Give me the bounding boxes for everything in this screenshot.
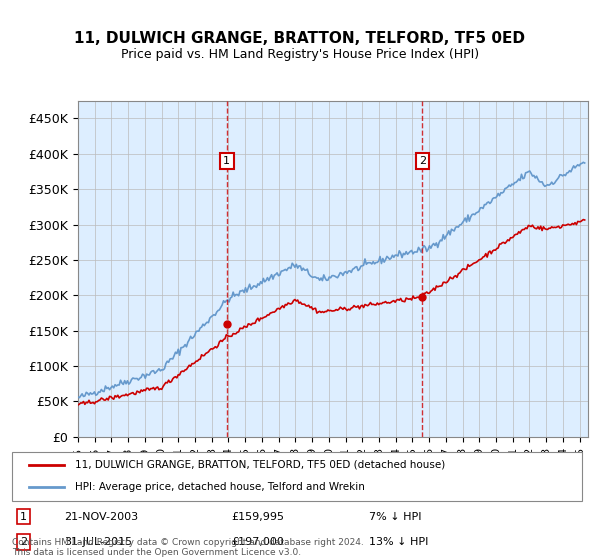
- Point: [222, 319, 232, 328]
- Text: Price paid vs. HM Land Registry's House Price Index (HPI): Price paid vs. HM Land Registry's House …: [121, 48, 479, 60]
- Point: [418, 293, 427, 302]
- Text: 13% ↓ HPI: 13% ↓ HPI: [369, 537, 428, 547]
- Text: 11, DULWICH GRANGE, BRATTON, TELFORD, TF5 0ED (detached house): 11, DULWICH GRANGE, BRATTON, TELFORD, TF…: [76, 460, 446, 470]
- Text: 1: 1: [20, 512, 27, 521]
- FancyBboxPatch shape: [12, 452, 582, 501]
- Text: £197,000: £197,000: [231, 537, 284, 547]
- Text: 1: 1: [223, 156, 230, 166]
- Text: 2: 2: [419, 156, 426, 166]
- Text: Contains HM Land Registry data © Crown copyright and database right 2024.
This d: Contains HM Land Registry data © Crown c…: [12, 538, 364, 557]
- Text: HPI: Average price, detached house, Telford and Wrekin: HPI: Average price, detached house, Telf…: [76, 482, 365, 492]
- Text: 7% ↓ HPI: 7% ↓ HPI: [369, 512, 422, 521]
- Text: 2: 2: [20, 537, 27, 547]
- Text: 11, DULWICH GRANGE, BRATTON, TELFORD, TF5 0ED: 11, DULWICH GRANGE, BRATTON, TELFORD, TF…: [74, 31, 526, 46]
- Text: £159,995: £159,995: [231, 512, 284, 521]
- Text: 21-NOV-2003: 21-NOV-2003: [64, 512, 138, 521]
- Text: 31-JUL-2015: 31-JUL-2015: [64, 537, 132, 547]
